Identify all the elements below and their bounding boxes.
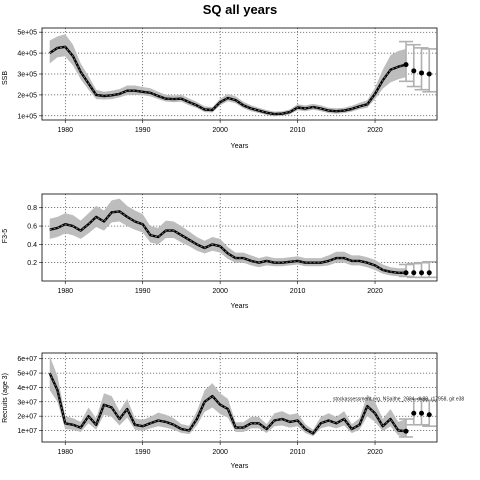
ssb-forecast-point <box>411 68 417 74</box>
fbar-xtick-label: 2010 <box>290 288 306 295</box>
ssb-y-axis-label: SSB <box>2 71 9 85</box>
ssb-ytick-label: 4e+05 <box>17 51 37 58</box>
recruits-forecast-errorbar <box>399 418 414 438</box>
ssb-forecast-errorbar <box>422 48 437 93</box>
ssb-ytick-label: 2e+05 <box>17 92 37 99</box>
recruits-forecast-point <box>403 428 409 434</box>
recruits-xtick-label: 2010 <box>290 449 306 456</box>
recruits-xtick-label: 1990 <box>135 449 151 456</box>
ssb-estimate-stripe <box>49 46 407 115</box>
watermark-text: stockassessment.org, NSaithe_2024, dk88,… <box>333 397 464 403</box>
recruits-y-axis-label: Recruits (age 3) <box>2 373 9 423</box>
ssb-xtick-label: 1990 <box>135 127 151 134</box>
fbar-xtick-label: 1980 <box>57 288 73 295</box>
recruits-xtick-label: 2020 <box>367 449 383 456</box>
fbar-ytick-label: 0.4 <box>27 242 37 249</box>
ssb-xtick-label: 2020 <box>367 127 383 134</box>
fbar-ytick-label: 0.8 <box>27 205 37 212</box>
fbar-forecast-point <box>426 270 432 276</box>
fbar-ytick-label: 0.2 <box>27 260 37 267</box>
panel-recruits: 1980 1990 2000 2010 2020 1e+07 2e+07 3e+07 4e+07… <box>2 352 438 470</box>
fbar-ytick-label: 0.6 <box>27 224 37 231</box>
ssb-ytick-label: 1e+05 <box>17 113 37 120</box>
ssb-forecast-errorbar <box>414 47 429 91</box>
recruits-ytick-label: 4e+07 <box>17 385 37 392</box>
panels: 1980 1990 2000 2010 2020 1e+05 2e+05 3e+05 4e+05… <box>2 27 438 470</box>
recruits-ytick-label: 3e+07 <box>17 399 37 406</box>
ssb-forecast-errorbar <box>399 40 414 83</box>
fbar-ci-band <box>49 198 406 277</box>
recruits-plot-frame <box>41 352 438 443</box>
figure-title: SQ all years <box>203 2 277 17</box>
recruits-estimate-stripe <box>49 372 407 434</box>
recruits-x-axis-label: Years <box>231 463 249 470</box>
fbar-xtick-label: 2000 <box>212 288 228 295</box>
ssb-xtick-label: 2000 <box>212 127 228 134</box>
ssb-x-axis-label: Years <box>231 143 249 150</box>
fbar-forecast-point <box>403 270 409 276</box>
recruits-ytick-label: 6e+07 <box>17 356 37 363</box>
recruits-ytick-label: 2e+07 <box>17 414 37 421</box>
fbar-x-axis-label: Years <box>231 303 249 310</box>
recruits-forecast-point <box>419 410 425 416</box>
recruits-xtick-label: 1980 <box>57 449 73 456</box>
fbar-plot-frame <box>41 193 438 282</box>
ssb-forecast-point <box>403 62 409 68</box>
ssb-ytick-label: 3e+05 <box>17 72 37 79</box>
fbar-xtick-label: 2020 <box>367 288 383 295</box>
ssb-forecast-point <box>426 71 432 77</box>
fbar-y-axis-label: F3-5 <box>2 229 9 244</box>
panel-ssb: 1980 1990 2000 2010 2020 1e+05 2e+05 3e+05 4e+05… <box>2 27 438 150</box>
ssb-estimate-line <box>49 45 407 116</box>
ssb-xtick-label: 1980 <box>57 127 73 134</box>
panel-fbar: 1980 1990 2000 2010 2020 0.2 0.4 0.6 0.8 Years F3-… <box>2 193 438 310</box>
ssb-forecast-errorbar <box>406 43 421 88</box>
ssb-ci-band <box>49 34 406 117</box>
fbar-estimate-line <box>49 210 406 274</box>
fbar-xtick-label: 1990 <box>135 288 151 295</box>
recruits-ytick-label: 1e+07 <box>17 428 37 435</box>
recruits-forecast-point <box>411 410 417 416</box>
ssb-ytick-label: 5e+05 <box>17 30 37 37</box>
ssb-forecast-point <box>419 70 425 76</box>
recruits-xtick-label: 2000 <box>212 449 228 456</box>
recruits-forecast-point <box>426 412 432 418</box>
ssb-xtick-label: 2010 <box>290 127 306 134</box>
fbar-forecast-point <box>411 270 417 276</box>
ssb-plot-frame <box>41 27 438 121</box>
fbar-forecast-point <box>419 270 425 276</box>
recruits-ytick-label: 5e+07 <box>17 371 37 378</box>
